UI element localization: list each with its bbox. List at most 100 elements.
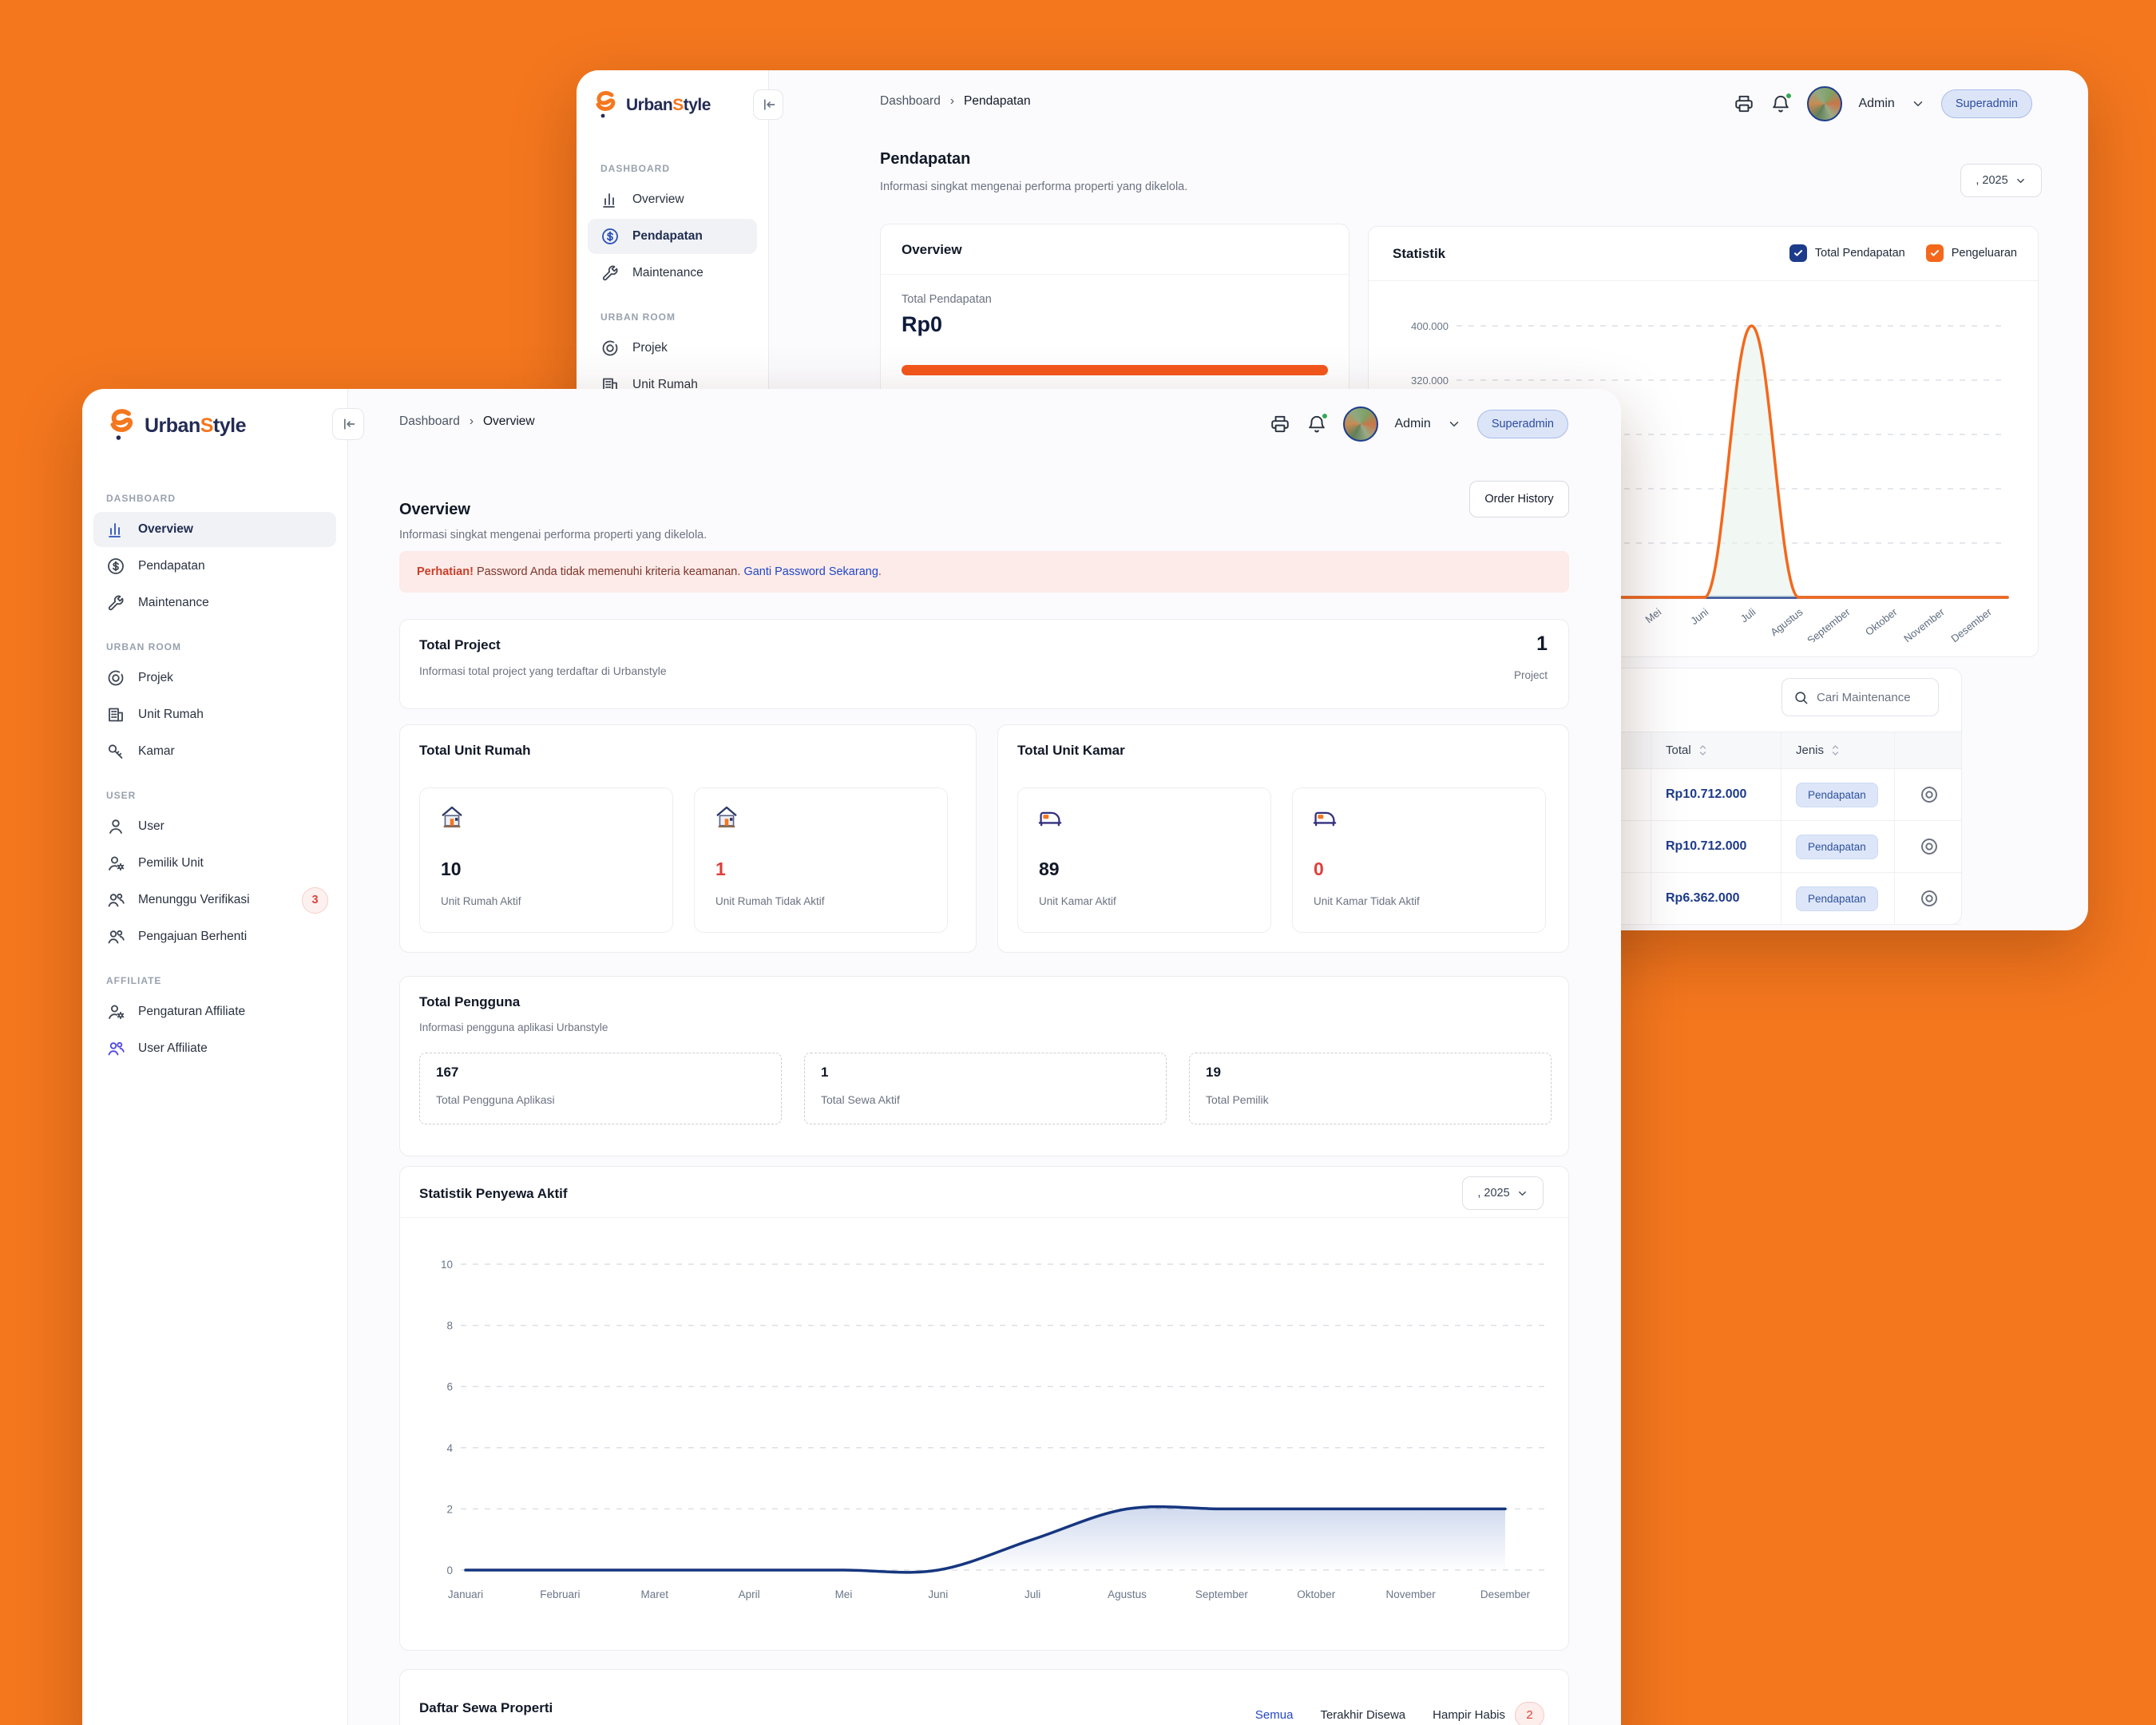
sidebar-item-label: Unit Rumah (138, 708, 204, 721)
legend-checkbox-total-pendapatan[interactable]: Total Pendapatan (1789, 244, 1905, 262)
pengguna-stat-value: 167 (436, 1065, 459, 1080)
total-pendapatan-label: Total Pendapatan (902, 293, 992, 306)
svg-text:November: November (1385, 1588, 1436, 1600)
change-password-link[interactable]: Ganti Password Sekarang (743, 565, 878, 578)
sidebar-item-user[interactable]: User (93, 809, 336, 844)
target-icon (106, 668, 125, 688)
sidebar-section-label: URBAN ROOM (600, 311, 676, 323)
sidebar-collapse-button[interactable] (753, 89, 783, 120)
sidebar-item-projek[interactable]: Projek (93, 660, 336, 696)
house-icon (439, 804, 465, 830)
user-name[interactable]: Admin (1394, 417, 1431, 430)
table-cell-total: Rp10.712.000 (1651, 769, 1781, 820)
avatar[interactable] (1343, 406, 1379, 442)
unit-stat-value: 0 (1314, 859, 1324, 879)
statistik-penyewa-title: Statistik Penyewa Aktif (419, 1186, 568, 1201)
jenis-badge: Pendapatan (1796, 834, 1878, 859)
legend-label: Total Pendapatan (1814, 247, 1905, 260)
sidebar-item-label: User (138, 819, 164, 833)
chevron-down-icon (2015, 175, 2027, 187)
total-project-subtitle: Informasi total project yang terdaftar d… (419, 664, 667, 677)
svg-text:Desember: Desember (1480, 1588, 1531, 1600)
urbanstyle-logo: UrbanStyle (593, 90, 711, 121)
sidebar-item-overview[interactable]: Overview (93, 512, 336, 547)
pengguna-stat-box: 167 Total Pengguna Aplikasi (419, 1053, 782, 1124)
svg-text:Mei: Mei (835, 1588, 853, 1600)
checkbox-checked-icon[interactable] (1925, 244, 1944, 262)
sidebar-item-pendapatan[interactable]: Pendapatan (93, 549, 336, 584)
user-name[interactable]: Admin (1858, 97, 1895, 110)
user-gear-icon (106, 854, 125, 873)
sidebar-item-pemilik-unit[interactable]: Pemilik Unit (93, 846, 336, 881)
sidebar-item-unit-rumah[interactable]: Unit Rumah (93, 697, 336, 732)
chart-legend: Total Pendapatan Pengeluaran (1789, 244, 2017, 262)
sidebar-section-label: DASHBOARD (600, 163, 670, 174)
chevron-down-icon[interactable] (1447, 417, 1461, 431)
svg-text:8: 8 (446, 1320, 453, 1332)
sidebar-section-label: AFFILIATE (106, 975, 162, 986)
svg-text:2: 2 (446, 1503, 453, 1515)
table-cell-hidden (881, 873, 1651, 924)
print-icon[interactable] (1734, 93, 1754, 114)
chevron-down-icon[interactable] (1911, 97, 1925, 111)
sidebar-item-label: Pendapatan (632, 229, 703, 243)
svg-text:Oktober: Oktober (1863, 605, 1900, 638)
tab-semua[interactable]: Semua (1255, 1708, 1294, 1722)
unit-stat-label: Unit Kamar Aktif (1039, 895, 1116, 907)
page-title: Pendapatan (880, 150, 971, 168)
sidebar-item-pengaturan-affiliate[interactable]: Pengaturan Affiliate (93, 994, 336, 1029)
view-detail-eye-icon[interactable] (1919, 784, 1940, 805)
table-header-total[interactable]: Total (1651, 732, 1781, 768)
order-history-button[interactable]: Order History (1469, 481, 1569, 518)
print-icon[interactable] (1270, 414, 1290, 434)
search-maintenance-box[interactable] (1781, 678, 1939, 716)
sidebar-item-user-affiliate[interactable]: User Affiliate (93, 1031, 336, 1066)
view-detail-eye-icon[interactable] (1919, 888, 1940, 909)
sidebar-item-pengajuan-berhenti[interactable]: Pengajuan Berhenti (93, 919, 336, 954)
total-project-title: Total Project (419, 637, 501, 652)
svg-text:Agustus: Agustus (1108, 1588, 1147, 1600)
notifications-bell-icon[interactable] (1770, 92, 1793, 114)
search-maintenance-input[interactable] (1817, 690, 1928, 704)
sidebar-collapse-button[interactable] (332, 408, 364, 440)
tab-hampir-habis[interactable]: Hampir Habis 2 (1433, 1702, 1544, 1725)
year-filter-dropdown[interactable]: , 2025 (1462, 1176, 1544, 1210)
house-icon (714, 804, 739, 830)
sidebar-item-badge: 3 (302, 886, 328, 914)
notifications-bell-icon[interactable] (1306, 412, 1330, 434)
breadcrumb-root[interactable]: Dashboard (399, 414, 460, 428)
sidebar-item-label: Pemilik Unit (138, 856, 204, 870)
sidebar-item-pendapatan[interactable]: Pendapatan (588, 219, 757, 254)
users-duo-icon (106, 1039, 125, 1058)
breadcrumb-root[interactable]: Dashboard (880, 94, 941, 108)
sidebar-item-label: Projek (632, 341, 668, 355)
breadcrumb-current: Pendapatan (964, 94, 1031, 108)
sidebar-item-maintenance[interactable]: Maintenance (93, 585, 336, 621)
sidebar-item-label: Pengaturan Affiliate (138, 1005, 246, 1018)
unit-stat-label: Unit Rumah Aktif (441, 895, 521, 907)
view-detail-eye-icon[interactable] (1919, 836, 1940, 857)
avatar[interactable] (1807, 86, 1843, 121)
sidebar-menu-front: DASHBOARD Overview Pendapatan Maintenance UR… (82, 472, 347, 1068)
table-header-jenis[interactable]: Jenis (1781, 732, 1895, 768)
dollar-circle-icon (106, 557, 125, 576)
unit-stat-card: 89 Unit Kamar Aktif (1017, 787, 1271, 933)
bar-chart-icon (106, 520, 125, 539)
sidebar-item-projek[interactable]: Projek (588, 331, 757, 366)
sidebar-item-menunggu-verifikasi[interactable]: Menunggu Verifikasi 3 (93, 882, 336, 918)
key-icon (106, 742, 125, 761)
sidebar-front: UrbanStyle DASHBOARD Overview Pendapatan Ma… (82, 389, 348, 1725)
user-icon (106, 817, 125, 836)
tab-terakhir-disewa[interactable]: Terakhir Disewa (1320, 1708, 1405, 1722)
svg-text:Juli: Juli (1738, 605, 1758, 625)
checkbox-checked-icon[interactable] (1789, 244, 1807, 262)
sidebar-item-kamar[interactable]: Kamar (93, 734, 336, 769)
tab-label: Terakhir Disewa (1320, 1708, 1406, 1722)
sidebar-item-overview[interactable]: Overview (588, 182, 757, 217)
svg-text:400.000: 400.000 (1411, 320, 1449, 332)
year-filter-dropdown[interactable]: , 2025 (1960, 164, 2042, 197)
sidebar-item-maintenance[interactable]: Maintenance (588, 256, 757, 291)
bed-icon (1312, 804, 1338, 830)
legend-checkbox-pengeluaran[interactable]: Pengeluaran (1925, 244, 2017, 262)
unit-group-title: Total Unit Rumah (419, 743, 531, 758)
